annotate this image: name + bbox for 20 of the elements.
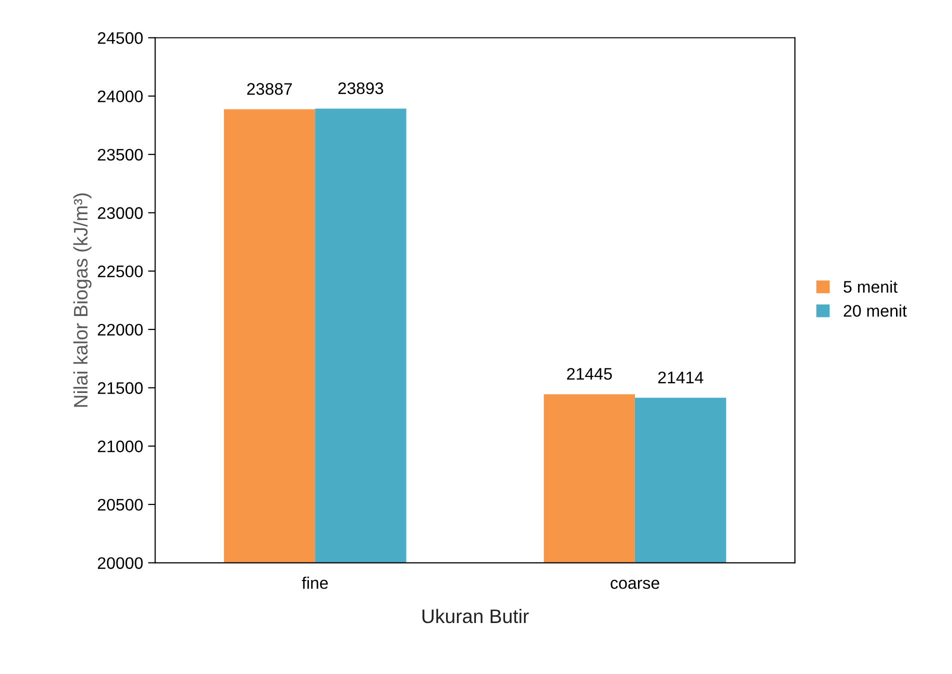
x-axis-title: Ukuran Butir bbox=[422, 608, 529, 624]
x-tick-label: fine bbox=[302, 576, 328, 589]
y-tick-label: 20000 bbox=[98, 557, 143, 569]
data-label: 23893 bbox=[338, 82, 384, 94]
data-label: 23887 bbox=[247, 83, 292, 95]
legend-label: 5 menit bbox=[844, 280, 898, 293]
y-axis-title: Nilai kalor Biogas (kJ/m³) bbox=[73, 193, 92, 407]
y-tick-label: 23000 bbox=[98, 207, 143, 219]
y-tick-label: 20500 bbox=[98, 498, 143, 511]
data-label: 21445 bbox=[567, 368, 612, 380]
y-tick-label: 24500 bbox=[98, 32, 143, 44]
y-tick-label: 24000 bbox=[98, 90, 143, 102]
y-tick-label: 23500 bbox=[98, 148, 143, 161]
y-tick-label: 22000 bbox=[98, 324, 143, 336]
y-tick-label: 22500 bbox=[98, 266, 143, 278]
data-label: 21414 bbox=[658, 372, 704, 384]
x-tick-label: coarse bbox=[610, 580, 660, 589]
y-tick-label: 21500 bbox=[98, 382, 143, 394]
legend-label: 20 menit bbox=[844, 304, 907, 317]
y-tick-label: 21000 bbox=[98, 440, 143, 452]
